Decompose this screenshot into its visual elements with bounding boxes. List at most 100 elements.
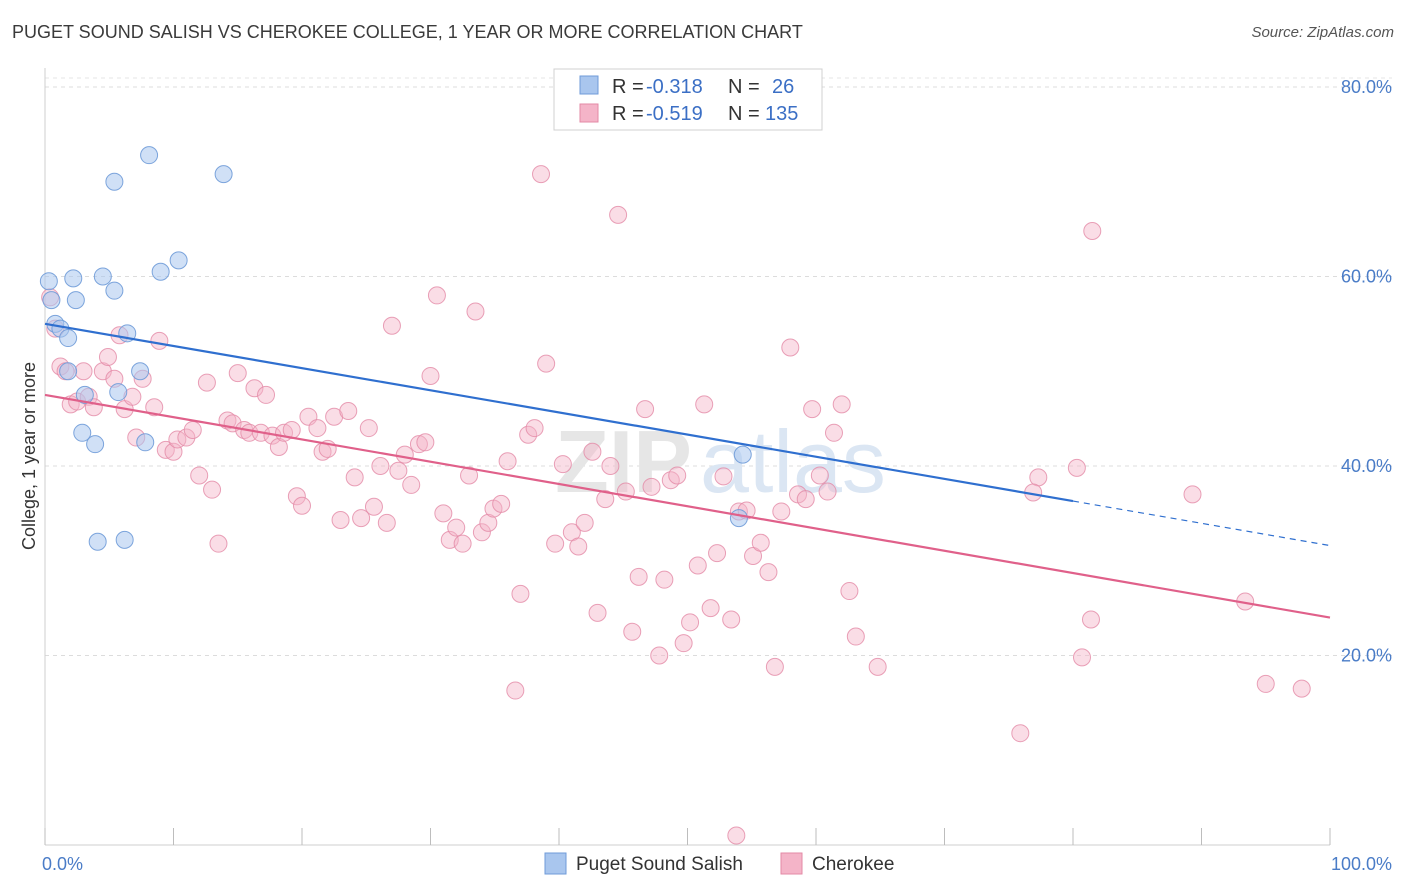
- cherokee-point: [629, 567, 648, 586]
- cherokee-point: [427, 286, 446, 305]
- legend-r-label-2: R =: [612, 103, 644, 125]
- cherokee-point: [688, 556, 707, 575]
- legend-r-value-2: -0.519: [646, 103, 703, 125]
- cherokee-point: [1256, 674, 1275, 693]
- cherokee-point: [434, 504, 453, 523]
- cherokee-point: [609, 205, 628, 224]
- puget-sound-salish-point: [140, 146, 159, 165]
- y-tick-label: 80.0%: [1341, 77, 1392, 97]
- puget-sound-salish-point: [39, 272, 58, 291]
- cherokee-point: [575, 513, 594, 532]
- cherokee-point: [245, 379, 264, 398]
- cherokee-point: [583, 442, 602, 461]
- puget-sound-salish-point: [169, 251, 188, 270]
- cherokee-point: [409, 435, 428, 454]
- cherokee-point: [546, 534, 565, 553]
- cherokee-point: [511, 584, 530, 603]
- puget-sound-salish-point: [88, 532, 107, 551]
- trend-lines: [44, 322, 1331, 619]
- gridlines: [45, 77, 1392, 656]
- cherokee-point: [532, 165, 551, 184]
- puget-sound-salish-point: [93, 267, 112, 286]
- y-tick-label: 60.0%: [1341, 266, 1392, 286]
- cherokee-point: [472, 523, 491, 542]
- y-axis-title: College, 1 year or more: [19, 362, 39, 550]
- puget-sound-salish-point: [109, 383, 128, 402]
- cherokee-point: [751, 533, 770, 552]
- y-tick-labels: 20.0% 40.0% 60.0% 80.0%: [1341, 77, 1392, 666]
- puget-sound-salish-point: [75, 385, 94, 404]
- cherokee-point: [803, 400, 822, 419]
- cherokee-point: [695, 395, 714, 414]
- puget-sound-salish-point: [105, 281, 124, 300]
- cherokee-point: [525, 419, 544, 438]
- cherokee-point: [287, 487, 306, 506]
- x-tick-labels: 0.0% 100.0%: [42, 828, 1392, 874]
- cherokee-point: [765, 657, 784, 676]
- cherokee-point: [203, 480, 222, 499]
- cherokee-point: [1081, 610, 1100, 629]
- cherokee-point: [395, 445, 414, 464]
- cherokee-point: [197, 373, 216, 392]
- cherokee-point: [818, 482, 837, 501]
- legend-r-label-1: R =: [612, 76, 644, 98]
- cherokee-trend-line: [44, 393, 1331, 619]
- puget-sound-salish-point: [64, 269, 83, 288]
- cherokee-point: [661, 471, 680, 490]
- cherokee-point: [177, 428, 196, 447]
- cherokee-point: [364, 497, 383, 516]
- cherokee-point: [371, 456, 390, 475]
- cherokee-point: [868, 657, 887, 676]
- cherokee-point: [668, 466, 687, 485]
- cherokee-point: [681, 613, 700, 632]
- cherokee-point: [519, 425, 538, 444]
- legend-swatch-blue: [579, 75, 599, 95]
- cherokee-point: [308, 419, 327, 438]
- puget-sound-salish-point: [151, 262, 170, 281]
- cherokee-point: [772, 502, 791, 521]
- cherokee-point: [352, 509, 371, 528]
- puget-sound-salish-point: [136, 433, 155, 452]
- cherokee-point: [1083, 221, 1102, 240]
- cherokee-point: [569, 537, 588, 556]
- cherokee-point: [1067, 458, 1086, 477]
- cherokee-point: [498, 452, 517, 471]
- cherokee-point: [460, 466, 479, 485]
- cherokee-point: [190, 466, 209, 485]
- cherokee-point: [832, 395, 851, 414]
- cherokee-point: [447, 518, 466, 537]
- legend-n-label-2: N =: [728, 103, 760, 125]
- cherokee-point: [810, 466, 829, 485]
- puget-sound-salish-point: [214, 165, 233, 184]
- cherokee-point: [183, 420, 202, 439]
- cherokee-point: [382, 316, 401, 335]
- cherokee-point: [714, 467, 733, 486]
- cherokee-point: [650, 646, 669, 665]
- cherokee-point: [1029, 468, 1048, 487]
- cherokee-point: [588, 603, 607, 622]
- chart-title: PUGET SOUND SALISH VS CHEROKEE COLLEGE, …: [12, 22, 803, 42]
- cherokee-point: [257, 385, 276, 404]
- legend-swatch-pink: [579, 103, 599, 123]
- cherokee-point: [1292, 679, 1311, 698]
- chart-source: Source: ZipAtlas.com: [1251, 24, 1394, 41]
- cherokee-point: [781, 338, 800, 357]
- puget-sound-salish-point: [105, 172, 124, 191]
- cherokee-point: [506, 681, 525, 700]
- puget-sound-salish-point: [733, 445, 752, 464]
- bottom-legend-swatch-pink: [780, 852, 803, 875]
- cherokee-point: [796, 490, 815, 509]
- y-tick-label: 40.0%: [1341, 456, 1392, 476]
- puget-sound-salish-point: [131, 362, 150, 381]
- cherokee-point: [553, 455, 572, 474]
- legend-n-value-2: 135: [765, 103, 798, 125]
- cherokee-point: [339, 402, 358, 421]
- puget-sound-salish-point: [42, 291, 61, 310]
- cherokee-point: [601, 456, 620, 475]
- bottom-legend-label-blue: Puget Sound Salish: [576, 854, 743, 875]
- cherokee-point: [727, 826, 746, 845]
- puget-sound-salish-point: [59, 362, 78, 381]
- cherokee-point: [98, 348, 117, 367]
- cherokee-point: [145, 398, 164, 417]
